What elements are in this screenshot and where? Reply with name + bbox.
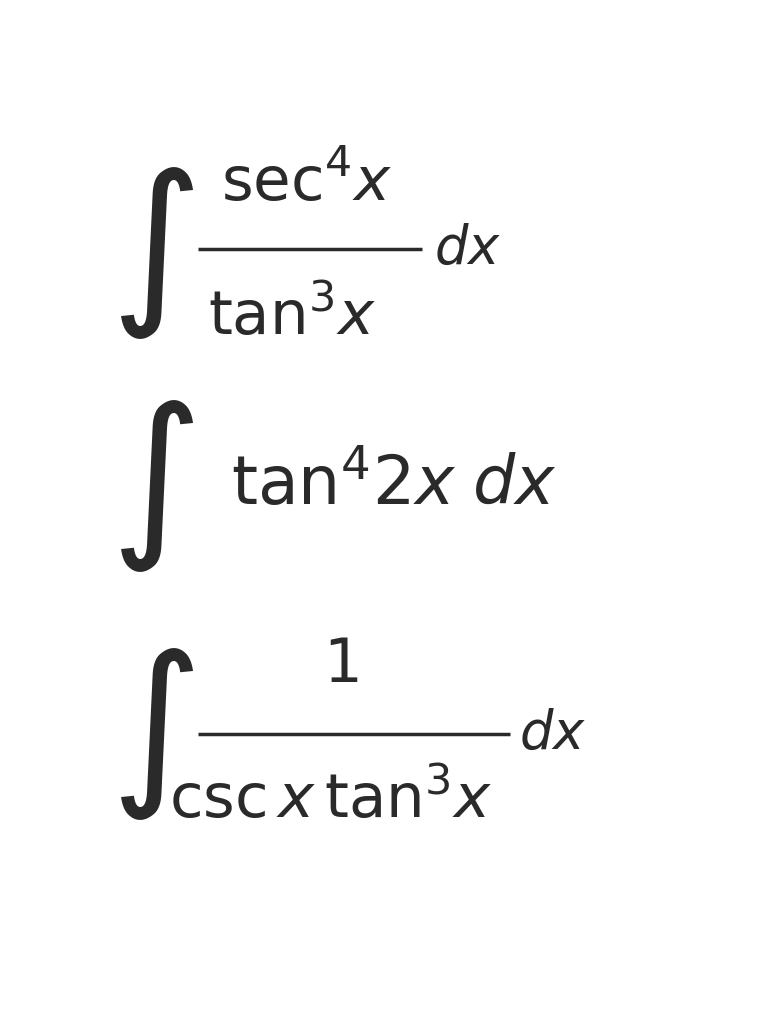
Text: $\mathrm{tan}^3 x$: $\mathrm{tan}^3 x$ [207, 289, 376, 348]
Text: $1$: $1$ [322, 636, 358, 694]
Text: $dx$: $dx$ [519, 708, 586, 760]
Text: $\mathrm{tan}^4 2x \; dx$: $\mathrm{tan}^4 2x \; dx$ [231, 453, 557, 518]
Text: $\int$: $\int$ [110, 646, 194, 822]
Text: $dx$: $dx$ [434, 223, 501, 275]
Text: $\mathrm{sec}^4 x$: $\mathrm{sec}^4 x$ [221, 155, 393, 214]
Text: $\int$: $\int$ [110, 165, 194, 341]
Text: $\int$: $\int$ [110, 397, 194, 573]
Text: $\mathrm{csc}\, x\,\mathrm{tan}^3 x$: $\mathrm{csc}\, x\,\mathrm{tan}^3 x$ [170, 771, 493, 830]
